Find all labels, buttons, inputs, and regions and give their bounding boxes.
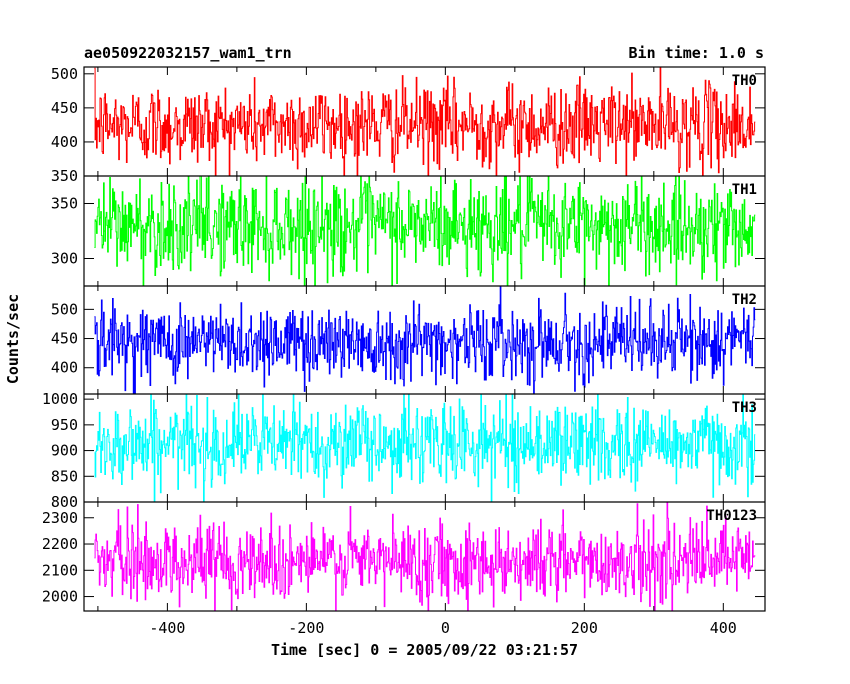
y-tick-label: 800 bbox=[51, 493, 78, 511]
x-tick-label: 0 bbox=[441, 619, 450, 637]
y-tick-label: 500 bbox=[51, 300, 78, 318]
y-tick-label: 2200 bbox=[42, 535, 78, 553]
y-tick-label: 850 bbox=[51, 467, 78, 485]
x-tick-label: 400 bbox=[710, 619, 737, 637]
y-tick-label: 400 bbox=[51, 359, 78, 377]
y-tick-label: 300 bbox=[51, 250, 78, 268]
series-line-th2 bbox=[94, 285, 756, 395]
series-label-th1: TH1 bbox=[732, 182, 757, 198]
y-tick-label: 450 bbox=[51, 330, 78, 348]
y-axis-label: Counts/sec bbox=[4, 294, 22, 384]
y-tick-label: 900 bbox=[51, 442, 78, 460]
series-label-th2: TH2 bbox=[732, 292, 757, 308]
y-tick-label: 2300 bbox=[42, 509, 78, 527]
y-tick-label: 500 bbox=[51, 65, 78, 83]
series-label-th0: TH0 bbox=[732, 73, 757, 89]
plot-title: ae050922032157_wam1_trn bbox=[84, 44, 292, 62]
series-label-th3: TH3 bbox=[732, 400, 757, 416]
series-line-th1 bbox=[94, 175, 756, 287]
x-tick-label: 200 bbox=[571, 619, 598, 637]
series-label-th0123: TH0123 bbox=[706, 508, 757, 524]
x-tick-label: -400 bbox=[149, 619, 185, 637]
x-tick-label: -200 bbox=[288, 619, 324, 637]
y-tick-label: 1000 bbox=[42, 390, 78, 408]
y-tick-label: 350 bbox=[51, 195, 78, 213]
y-tick-label: 350 bbox=[51, 167, 78, 185]
series-line-th0 bbox=[94, 67, 756, 177]
y-tick-label: 2000 bbox=[42, 588, 78, 606]
y-tick-label: 450 bbox=[51, 99, 78, 117]
y-tick-label: 950 bbox=[51, 416, 78, 434]
y-tick-label: 2100 bbox=[42, 561, 78, 579]
y-tick-label: 400 bbox=[51, 133, 78, 151]
bin-time-label: Bin time: 1.0 s bbox=[628, 44, 764, 62]
x-axis-label: Time [sec] 0 = 2005/09/22 03:21:57 bbox=[271, 641, 578, 659]
series-line-th3 bbox=[94, 393, 756, 503]
plot-frame bbox=[83, 66, 766, 612]
series-line-th0123 bbox=[94, 501, 756, 612]
